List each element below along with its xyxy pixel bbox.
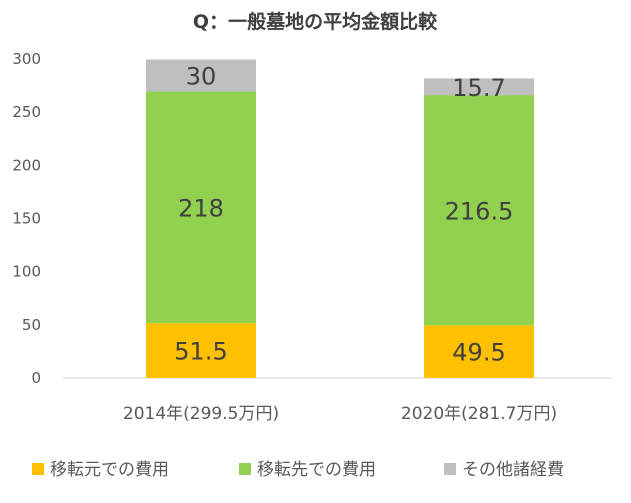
bar-segment xyxy=(424,78,534,96)
y-tick-label: 100 xyxy=(12,263,41,281)
bar-segment xyxy=(146,59,256,92)
data-label: 216.5 xyxy=(445,197,514,225)
y-tick-label: 250 xyxy=(12,103,41,121)
legend-label: その他諸経費 xyxy=(462,460,564,480)
legend: 移転元での費用 移転先での費用 その他諸経費 xyxy=(32,460,564,480)
bar-segment xyxy=(424,95,534,326)
bars: 51.5 218 30 49.5 216.5 15.7 xyxy=(146,59,534,378)
y-tick-label: 150 xyxy=(12,210,41,228)
y-tick-label: 0 xyxy=(31,369,41,387)
data-label: 15.7 xyxy=(452,74,505,102)
y-tick-label: 200 xyxy=(12,156,41,174)
y-tick-label: 300 xyxy=(12,50,41,68)
bar-segment xyxy=(146,91,256,324)
legend-swatch xyxy=(444,463,456,475)
data-label: 218 xyxy=(178,194,224,222)
y-axis: 0 50 100 150 200 250 300 xyxy=(12,50,41,387)
data-label: 49.5 xyxy=(452,339,505,367)
data-label: 51.5 xyxy=(174,338,227,366)
data-label: 30 xyxy=(186,62,217,90)
legend-swatch xyxy=(32,463,44,475)
legend-swatch xyxy=(239,463,251,475)
legend-label: 移転先での費用 xyxy=(257,460,376,480)
bar-segment xyxy=(146,323,256,378)
bar-segment xyxy=(424,325,534,378)
legend-label: 移転元での費用 xyxy=(50,460,169,480)
y-tick-label: 50 xyxy=(22,316,41,334)
x-tick-label: 2014年(299.5万円) xyxy=(123,404,279,424)
chart-title: Q：一般墓地の平均金額比較 xyxy=(193,10,438,33)
x-tick-label: 2020年(281.7万円) xyxy=(401,404,557,424)
x-axis: 2014年(299.5万円) 2020年(281.7万円) xyxy=(123,404,557,424)
